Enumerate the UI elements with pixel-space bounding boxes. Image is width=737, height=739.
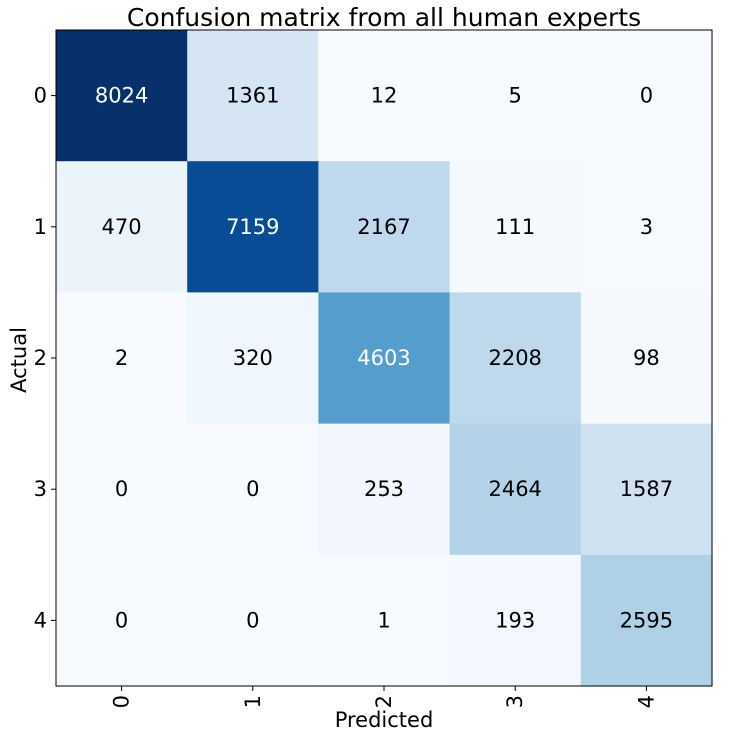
x-tick-label-3: 3 xyxy=(503,695,527,708)
cell-value-r4-c1: 0 xyxy=(246,608,259,632)
heatmap-cell-r0-c3 xyxy=(449,30,582,162)
cell-value-r4-c4: 2595 xyxy=(620,608,673,632)
heatmap-cell-r1-c4 xyxy=(580,161,713,293)
heatmap-cell-r3-c0 xyxy=(56,423,188,556)
y-tick-label-2: 2 xyxy=(34,346,47,370)
y-tick-label-3: 3 xyxy=(34,477,47,501)
y-tick-label-1: 1 xyxy=(34,215,47,239)
heatmap-cell-r3-c4 xyxy=(580,423,713,556)
heatmap-cell-r3-c3 xyxy=(449,423,582,556)
x-tick-label-2: 2 xyxy=(372,695,396,708)
heatmap-cell-r4-c1 xyxy=(187,554,319,687)
cell-value-r3-c1: 0 xyxy=(246,477,259,501)
heatmap-cell-r0-c0 xyxy=(56,30,188,162)
heatmap-cell-r4-c4 xyxy=(580,554,713,687)
cell-value-labels: 8024 1361 12 5 0 470 7159 2167 111 3 2 320 4603 2208 9… xyxy=(95,84,673,633)
heatmap-cell-r4-c0 xyxy=(56,554,188,687)
cell-value-r4-c3: 193 xyxy=(495,608,535,632)
y-tick-labels: 0 1 2 3 4 xyxy=(34,84,47,633)
heatmap-cell-r2-c0 xyxy=(56,292,188,425)
x-tick-label-4: 4 xyxy=(634,695,658,708)
cell-value-r0-c3: 5 xyxy=(509,84,522,108)
x-tick-label-1: 1 xyxy=(241,695,265,708)
cell-value-r0-c4: 0 xyxy=(640,84,653,108)
heatmap-cell-r2-c1 xyxy=(187,292,319,425)
cell-value-r4-c2: 1 xyxy=(377,608,390,632)
cell-value-r1-c1: 7159 xyxy=(226,215,279,239)
heatmap-cell-r2-c3 xyxy=(449,292,582,425)
x-axis-label: Predicted xyxy=(335,708,434,732)
cell-value-r2-c0: 2 xyxy=(115,346,128,370)
cell-value-r2-c3: 2208 xyxy=(488,346,541,370)
cell-value-r2-c2: 4603 xyxy=(357,346,410,370)
chart-title: Confusion matrix from all human experts xyxy=(127,3,641,32)
y-tick-label-4: 4 xyxy=(34,608,47,632)
cell-value-r1-c3: 111 xyxy=(495,215,535,239)
x-tick-label-0: 0 xyxy=(110,695,134,708)
heatmap-cell-r3-c1 xyxy=(187,423,319,556)
heatmap-cell-r0-c1 xyxy=(187,30,319,162)
y-axis-label: Actual xyxy=(7,327,31,393)
cell-value-r3-c0: 0 xyxy=(115,477,128,501)
heatmap-cell-r1-c3 xyxy=(449,161,582,293)
cell-value-r3-c4: 1587 xyxy=(620,477,673,501)
cell-value-r2-c1: 320 xyxy=(233,346,273,370)
cell-value-r0-c0: 8024 xyxy=(95,84,148,108)
heatmap-cell-r4-c2 xyxy=(318,554,451,687)
heatmap-cell-r1-c2 xyxy=(318,161,451,293)
heatmap-cell-r2-c2 xyxy=(318,292,451,425)
cell-value-r1-c2: 2167 xyxy=(357,215,410,239)
cell-value-r1-c0: 470 xyxy=(102,215,142,239)
heatmap-cell-r4-c3 xyxy=(449,554,582,687)
heatmap-cell-r0-c4 xyxy=(580,30,713,162)
cell-value-r4-c0: 0 xyxy=(115,608,128,632)
cell-value-r3-c2: 253 xyxy=(364,477,404,501)
cell-value-r3-c3: 2464 xyxy=(488,477,541,501)
cell-value-r1-c4: 3 xyxy=(640,215,653,239)
cell-value-r0-c2: 12 xyxy=(371,84,398,108)
heatmap-cell-r1-c1 xyxy=(187,161,319,293)
x-tick-labels: 0 1 2 3 4 xyxy=(110,695,659,708)
axis-ticks xyxy=(51,95,647,691)
heatmap-cells xyxy=(56,30,713,687)
heatmap-cell-r2-c4 xyxy=(580,292,713,425)
heatmap-cell-r0-c2 xyxy=(318,30,451,162)
cell-value-r2-c4: 98 xyxy=(633,346,660,370)
heatmap-cell-r3-c2 xyxy=(318,423,451,556)
cell-value-r0-c1: 1361 xyxy=(226,84,279,108)
heatmap-cell-r1-c0 xyxy=(56,161,188,293)
y-tick-label-0: 0 xyxy=(34,84,47,108)
